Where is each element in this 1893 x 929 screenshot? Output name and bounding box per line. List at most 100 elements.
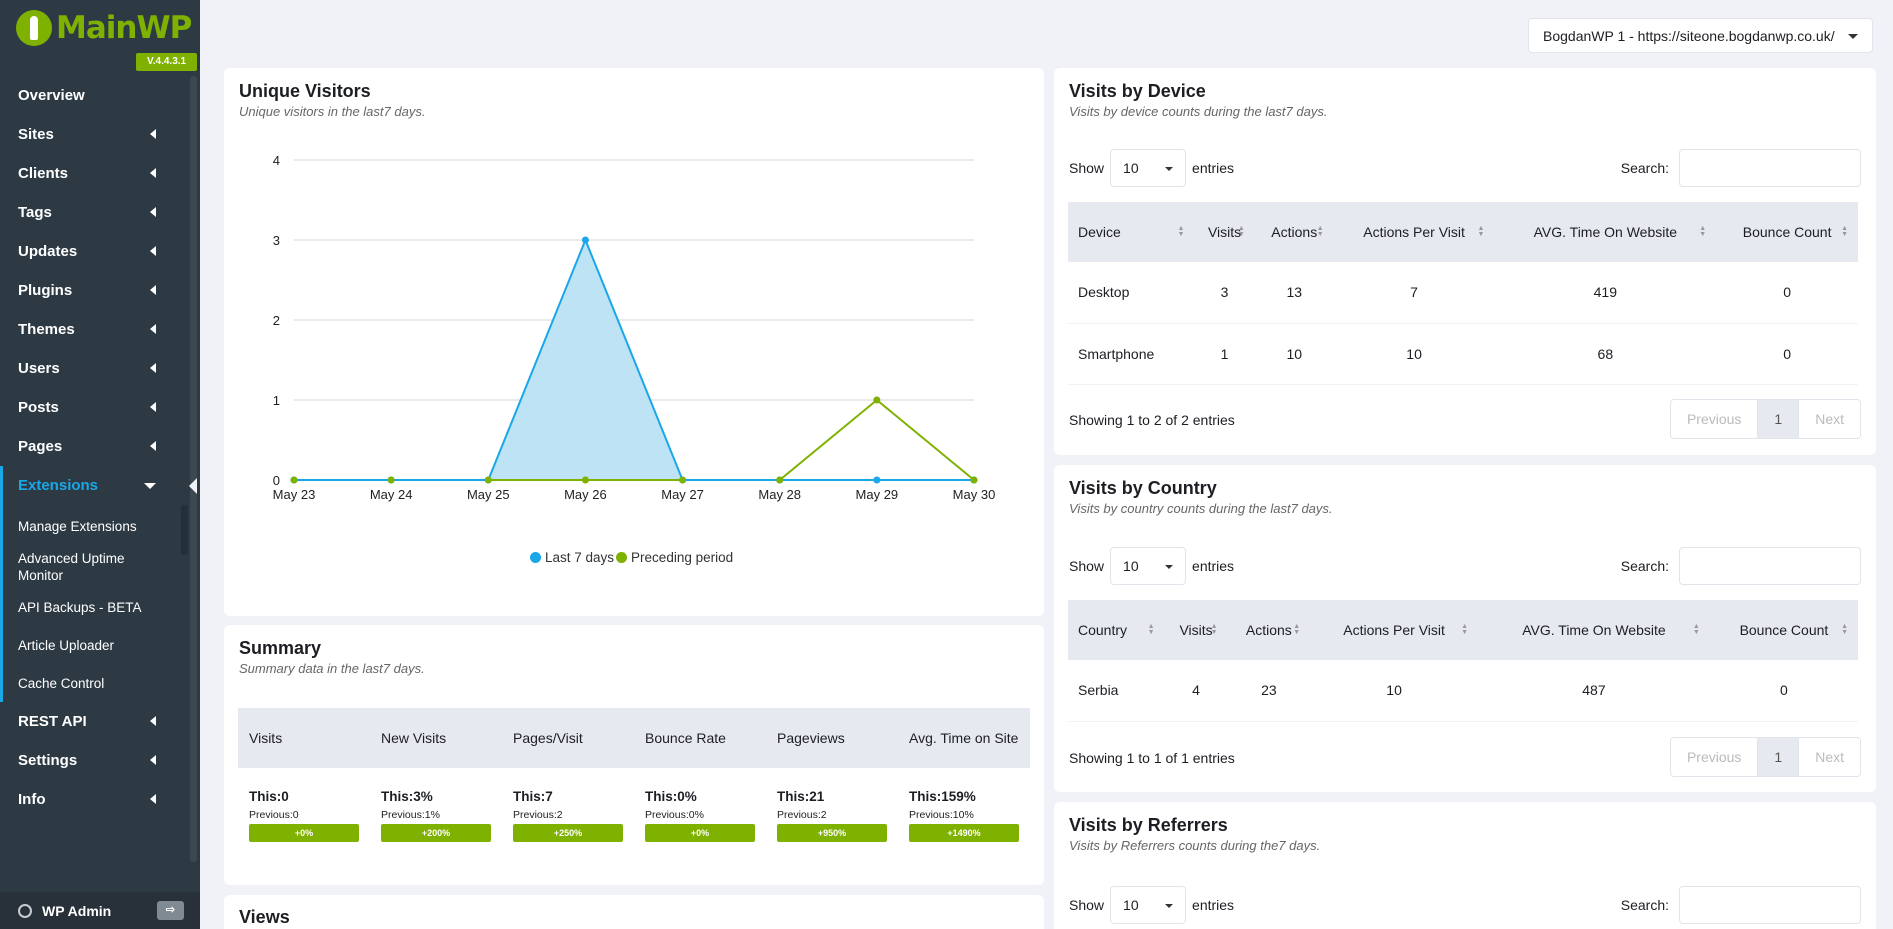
change-badge: +950% <box>777 824 887 842</box>
sidebar-subitem-manage-extensions[interactable]: Manage Extensions <box>3 505 190 547</box>
submenu-scrollbar[interactable] <box>181 505 188 555</box>
sidebar-item-users[interactable]: Users <box>0 349 190 388</box>
page-button-1[interactable]: 1 <box>1757 738 1800 776</box>
column-header-visits[interactable]: Visits ▲ ▼ <box>1194 202 1255 262</box>
column-header-label: AVG. Time On Website <box>1533 224 1678 240</box>
previous-button[interactable]: Previous <box>1686 749 1742 765</box>
sort-icon: ▲ ▼ <box>1841 623 1848 636</box>
sidebar-subitem-cache-control[interactable]: Cache Control <box>3 664 190 702</box>
search-input[interactable] <box>1679 886 1861 924</box>
chevron-down-icon <box>1165 565 1174 569</box>
sidebar-item-label: Pages <box>18 438 63 455</box>
sidebar-item-overview[interactable]: Overview <box>0 76 190 115</box>
legend-item-preceding-period[interactable]: Preceding period <box>616 550 733 565</box>
previous-button[interactable]: Previous <box>1686 411 1742 427</box>
sidebar-subitem-article-uploader[interactable]: Article Uploader <box>3 627 190 664</box>
show-label: Show <box>1069 160 1105 176</box>
sidebar-subitem-advanced-uptime-monitor[interactable]: Advanced Uptime Monitor <box>3 547 190 587</box>
sidebar-item-sites[interactable]: Sites <box>0 115 190 154</box>
sidebar-item-pages[interactable]: Pages <box>0 427 190 466</box>
table-cell: 10 <box>1254 323 1334 385</box>
summary-cell: This:0 Previous:0 +0% <box>238 789 370 842</box>
sidebar-item-rest-api[interactable]: REST API <box>0 702 190 741</box>
entries-select-value: 10 <box>1123 558 1139 574</box>
series-line <box>294 237 974 481</box>
show-label: Show <box>1069 897 1105 913</box>
summary-col-header: Visits <box>249 730 283 746</box>
column-header-bounce-count[interactable]: Bounce Count ▲ ▼ <box>1709 600 1858 660</box>
sidebar-item-label: Sites <box>18 126 54 143</box>
column-header-label: Bounce Count <box>1739 622 1829 638</box>
table-cell: Desktop <box>1068 262 1195 324</box>
table-cell: 1 <box>1194 323 1255 385</box>
summary-col-header: Avg. Time on Site <box>909 730 1019 746</box>
column-header-avg-time[interactable]: AVG. Time On Website ▲ ▼ <box>1478 600 1710 660</box>
column-header-bounce-count[interactable]: Bounce Count ▲ ▼ <box>1716 202 1858 262</box>
search-label: Search: <box>1620 558 1669 574</box>
sidebar-item-plugins[interactable]: Plugins <box>0 271 190 310</box>
column-header-actions[interactable]: Actions ▲ ▼ <box>1254 202 1334 262</box>
caret-left-icon <box>150 716 156 726</box>
sidebar-item-settings[interactable]: Settings <box>0 741 190 780</box>
entries-select[interactable]: 10 <box>1110 886 1187 924</box>
entries-length: Show 10 entries <box>1069 149 1234 187</box>
sidebar-scrollbar[interactable] <box>190 76 197 862</box>
search-input[interactable] <box>1679 547 1861 585</box>
site-selector[interactable]: BogdanWP 1 - https://siteone.bogdanwp.co… <box>1528 18 1873 53</box>
visits-by-referrers-card: Visits by Referrers Visits by Referrers … <box>1054 802 1876 929</box>
entries-select[interactable]: 10 <box>1110 149 1187 187</box>
exit-icon[interactable]: ⇨ <box>157 901 184 920</box>
entries-select-value: 10 <box>1123 897 1139 913</box>
sort-icon: ▲ ▼ <box>1477 225 1485 238</box>
table-cell: 4 <box>1164 660 1228 722</box>
next-button[interactable]: Next <box>1815 411 1844 427</box>
sidebar-item-themes[interactable]: Themes <box>0 310 190 349</box>
logo[interactable]: MainWP V.4.4.3.1 <box>0 0 200 78</box>
sidebar-item-extensions[interactable]: Extensions <box>0 466 197 505</box>
sidebar-subitem-api-backups[interactable]: API Backups - BETA <box>3 587 190 627</box>
entries-length: Show 10 entries <box>1069 547 1234 585</box>
card-title: Views <box>239 907 290 927</box>
caret-left-icon <box>150 363 156 373</box>
sidebar-item-info[interactable]: Info <box>0 780 190 819</box>
column-header-label: AVG. Time On Website <box>1522 622 1666 638</box>
sidebar-item-tags[interactable]: Tags <box>0 193 190 232</box>
sort-icon: ▲ ▼ <box>1293 623 1301 636</box>
visits-by-country-card: Visits by Country Visits by country coun… <box>1054 465 1876 792</box>
legend-item-last-7-days[interactable]: Last 7 days <box>530 550 614 565</box>
data-point <box>776 476 784 484</box>
column-header-avg-time[interactable]: AVG. Time On Website ▲ ▼ <box>1494 202 1717 262</box>
sidebar-item-posts[interactable]: Posts <box>0 388 190 427</box>
next-button[interactable]: Next <box>1815 749 1844 765</box>
sidebar-item-updates[interactable]: Updates <box>0 232 190 271</box>
sort-icon: ▲ ▼ <box>1237 225 1245 238</box>
column-header-actions-per-visit[interactable]: Actions Per Visit ▲ ▼ <box>1310 600 1479 660</box>
entries-length: Show 10 entries <box>1069 886 1234 924</box>
summary-this: This:21 <box>777 789 825 804</box>
column-header-country[interactable]: Country ▲ ▼ <box>1068 600 1165 660</box>
sidebar-subitem-label: Advanced Uptime Monitor <box>18 551 125 583</box>
wp-admin-link[interactable]: WP Admin ⇨ <box>0 892 200 929</box>
legend-label: Preceding period <box>631 550 734 565</box>
column-header-actions[interactable]: Actions ▲ ▼ <box>1227 600 1311 660</box>
card-subtitle: Visits by device counts during the last7… <box>1069 104 1328 119</box>
entries-select[interactable]: 10 <box>1110 547 1187 585</box>
sidebar-item-label: Settings <box>18 752 78 769</box>
sidebar-item-label: Extensions <box>18 477 99 494</box>
column-header-actions-per-visit[interactable]: Actions Per Visit ▲ ▼ <box>1333 202 1495 262</box>
data-point <box>679 476 687 484</box>
column-header-label: Visits <box>1179 622 1213 638</box>
sidebar-item-label: Info <box>18 791 46 808</box>
column-header-visits[interactable]: Visits ▲ ▼ <box>1164 600 1228 660</box>
x-tick-label: May 27 <box>661 487 704 502</box>
card-subtitle: Visits by Referrers counts during the7 d… <box>1069 838 1321 853</box>
search-label: Search: <box>1620 160 1669 176</box>
sidebar-item-label: Plugins <box>18 282 73 299</box>
page-button-1[interactable]: 1 <box>1757 400 1800 438</box>
column-header-label: Country <box>1078 622 1128 638</box>
column-header-device[interactable]: Device ▲ ▼ <box>1068 202 1195 262</box>
sidebar-item-clients[interactable]: Clients <box>0 154 190 193</box>
legend-label: Last 7 days <box>545 550 615 565</box>
summary-cell: This:3% Previous:1% +200% <box>370 789 502 842</box>
search-input[interactable] <box>1679 149 1861 187</box>
